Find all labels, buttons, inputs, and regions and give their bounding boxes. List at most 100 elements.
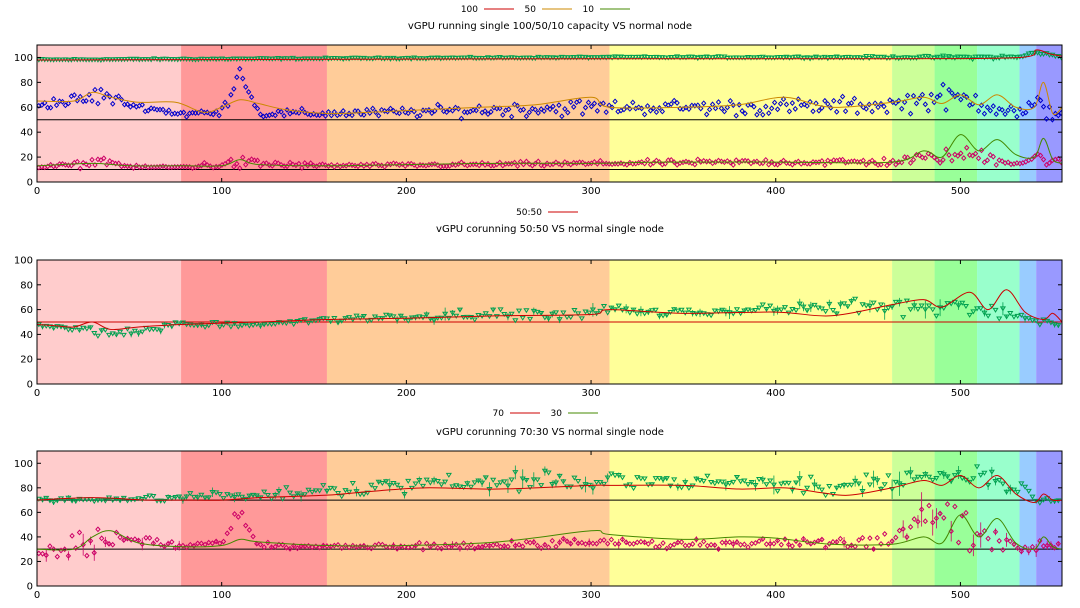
data-point [490,55,498,61]
data-point [458,115,465,122]
data-point [586,539,592,546]
data-point [839,93,846,100]
data-point [872,55,879,61]
data-point [236,56,243,62]
data-point [153,498,161,504]
data-point [911,516,917,523]
data-point [238,323,246,329]
x-tick-label: 200 [397,388,416,399]
data-point [157,498,164,504]
data-point [464,481,471,487]
data-point [456,484,464,490]
data-point [852,296,859,302]
data-point [145,107,151,114]
data-point [409,543,415,550]
data-point [959,300,966,306]
series-50:50-line [37,289,1062,331]
data-point [561,55,568,61]
data-point [355,108,361,115]
data-point [785,480,792,486]
data-point [795,96,801,103]
data-point [1037,52,1044,58]
data-point [316,544,323,551]
chart-panel-3: 70 30 vGPU corunning 70:30 VS normal singl… [14,409,1063,601]
data-point [402,56,409,62]
data-point [600,481,608,487]
data-point [458,159,465,166]
data-point [408,106,414,113]
data-point [530,477,537,483]
data-point [237,165,243,172]
data-point [151,105,157,112]
data-point [634,475,641,481]
data-point [730,102,736,109]
data-point [102,538,109,545]
data-point [438,482,445,488]
data-point [497,105,503,112]
data-point [623,539,629,546]
data-point [590,540,596,547]
data-point [195,540,201,547]
data-point [768,55,775,61]
data-point [153,327,161,333]
chart-title: vGPU corunning 50:50 VS normal single no… [436,224,664,235]
data-point [479,544,485,550]
x-tick-label: 100 [212,186,231,197]
data-point [227,324,235,330]
band-1 [37,451,182,586]
data-point [726,481,733,487]
data-point [975,155,982,162]
data-point [774,537,781,544]
data-point [842,55,849,61]
data-point [708,313,715,319]
data-point [386,313,393,319]
data-point [653,157,660,164]
data-point [1025,51,1032,57]
data-point [427,480,434,486]
data-point [881,482,888,488]
data-point [272,493,279,499]
y-tick-label: 80 [20,78,33,89]
data-point [50,500,57,506]
data-point [143,534,149,541]
data-point [1033,547,1039,554]
data-point [257,56,264,62]
data-point [615,303,622,309]
data-point [769,158,775,165]
x-tick-label: 400 [766,590,785,601]
data-point [881,103,887,110]
data-point [515,308,523,314]
data-point [589,307,596,313]
data-point [405,110,411,117]
data-point [1021,316,1029,322]
data-point [826,540,832,547]
data-point [161,498,168,504]
data-point [630,99,636,106]
data-point [627,159,633,166]
data-point [472,545,478,552]
data-point [715,99,722,106]
data-point [621,106,627,113]
data-point [351,55,359,61]
data-point [504,483,512,489]
data-point [964,144,970,151]
data-point [811,302,818,308]
data-point [996,316,1003,322]
data-point [678,307,685,313]
data-point [715,157,722,164]
data-point [685,54,693,60]
legend: 100 50 10 [461,5,630,15]
data-point [837,535,844,542]
data-point [881,308,888,315]
data-point [487,55,495,62]
data-point [325,108,332,115]
data-point [641,476,648,482]
data-point [319,110,326,116]
data-point [744,482,752,488]
data-point [934,156,940,163]
data-point [701,538,707,545]
data-point [559,113,565,120]
data-point [972,150,979,157]
data-point [135,496,142,502]
data-point [272,543,278,550]
